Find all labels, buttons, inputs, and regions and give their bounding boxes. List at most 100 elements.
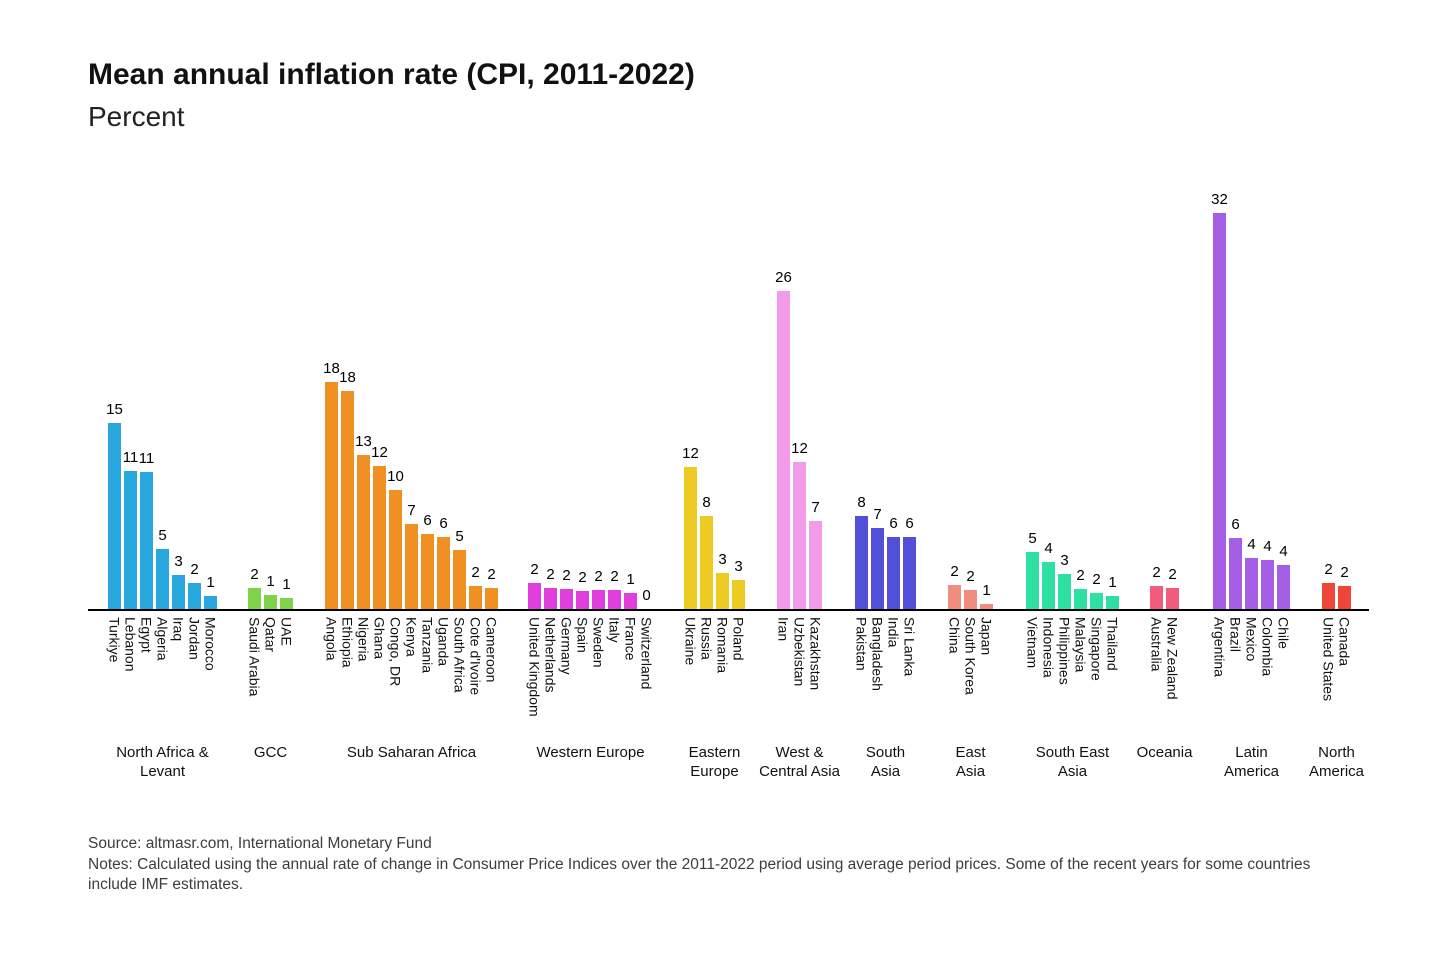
value-label-malaysia: 2 [1076,566,1085,584]
country-label-china: China [946,617,963,654]
country-label-saudi-arabia: Saudi Arabia [246,617,263,697]
value-label-australia: 2 [1152,564,1161,582]
value-label-congo-dr: 10 [387,467,404,485]
bar-kenya [405,524,418,610]
country-label-switzerland: Switzerland [638,617,655,690]
value-label-ethiopia: 18 [339,368,356,386]
bar-angola [325,381,338,610]
country-label-germany: Germany [558,617,575,675]
country-label-nigeria: Nigeria [355,617,372,662]
country-label-sri-lanka: Sri Lanka [901,617,918,677]
country-label-pakistan: Pakistan [853,617,870,671]
bar-egypt [140,472,153,610]
value-label-jordan: 2 [190,560,199,578]
value-label-india: 6 [889,514,898,532]
country-label-singapore: Singapore [1088,617,1105,681]
bar-lebanon [124,471,137,610]
country-label-iraq: Iraq [170,617,187,642]
country-label-uae: UAE [278,617,295,646]
value-label-iraq: 3 [174,553,183,571]
bar-south-africa [453,550,466,610]
region-label-north-africa-levant: North Africa & Levant [116,744,209,780]
country-label-iran: Iran [775,617,792,642]
bar-turkiye [108,422,121,610]
value-label-south-korea: 2 [966,568,975,586]
value-label-qatar: 1 [266,573,275,591]
region-label-latin-america: Latin America [1223,744,1280,780]
value-label-morocco: 1 [206,574,215,592]
bar-australia [1150,586,1163,610]
region-label-sub-saharan-africa: Sub Saharan Africa [346,744,477,761]
value-label-netherlands: 2 [546,565,555,583]
value-label-turkiye: 15 [106,400,123,418]
country-label-united-states: United States [1320,617,1337,702]
country-label-united-kingdom: United Kingdom [526,617,543,717]
chart-unit-label: Percent [88,101,185,132]
country-label-russia: Russia [698,617,715,660]
country-label-poland: Poland [730,617,747,661]
value-label-ukraine: 12 [682,445,699,463]
value-label-vietnam: 5 [1028,529,1037,547]
value-label-united-kingdom: 2 [530,560,539,578]
bar-philippines [1058,574,1071,610]
bar-cameroon [485,587,498,610]
region-label-south-east-asia: South East Asia [1035,744,1110,780]
country-label-brazil: Brazil [1227,617,1244,653]
bar-south-korea [964,590,977,610]
value-label-sri-lanka: 6 [905,514,914,532]
bar-france [624,592,637,610]
value-label-colombia: 4 [1263,538,1272,556]
bar-germany [560,588,573,610]
region-label-eastern-europe: Eastern Europe [688,744,741,780]
country-label-india: India [885,617,902,648]
value-label-chile: 4 [1279,543,1288,561]
value-label-new-zealand: 2 [1168,565,1177,583]
value-label-uae: 1 [282,575,291,593]
country-label-jordan: Jordan [186,617,203,660]
country-label-sweden: Sweden [590,617,607,668]
country-label-bangladesh: Bangladesh [869,617,886,691]
bar-tanzania [421,534,434,610]
country-label-south-africa: South Africa [451,617,468,693]
bar-thailand [1106,596,1119,610]
country-label-australia: Australia [1148,617,1165,672]
value-label-sweden: 2 [594,568,603,586]
value-label-ghana: 12 [371,444,388,462]
bar-ethiopia [341,390,354,610]
value-label-angola: 18 [323,359,340,377]
value-label-pakistan: 8 [857,493,866,511]
bar-uae [280,597,293,610]
bar-malaysia [1074,588,1087,610]
country-label-chile: Chile [1275,617,1292,649]
value-label-china: 2 [950,563,959,581]
country-label-spain: Spain [574,617,591,653]
bar-singapore [1090,592,1103,610]
region-label-west-central-asia: West & Central Asia [759,744,840,780]
value-label-lebanon: 11 [122,449,139,467]
bar-kazakhstan [809,520,822,610]
bar-italy [608,590,621,610]
value-label-cote-d-ivoire: 2 [471,564,480,582]
value-label-iran: 26 [775,269,792,287]
value-label-nigeria: 13 [355,433,372,450]
country-label-japan: Japan [978,617,995,656]
country-label-ghana: Ghana [371,617,388,660]
region-label-south-asia: South Asia [865,744,906,780]
country-label-netherlands: Netherlands [542,617,559,693]
value-label-brazil: 6 [1231,516,1240,534]
country-label-philippines: Philippines [1056,617,1073,685]
country-label-kazakhstan: Kazakhstan [807,617,824,691]
source-note: Source: altmasr.com, International Monet… [88,835,432,852]
value-label-uganda: 6 [439,514,448,532]
bar-nigeria [357,455,370,610]
value-label-indonesia: 4 [1044,539,1053,557]
country-label-congo-dr: Congo, DR [387,617,404,687]
value-label-saudi-arabia: 2 [250,565,259,583]
value-label-switzerland: 0 [642,586,651,604]
value-label-egypt: 11 [138,450,155,468]
country-label-angola: Angola [323,617,340,661]
bar-iraq [172,575,185,610]
bar-pakistan [855,515,868,610]
country-label-turkiye: Turkiye [106,617,123,663]
bar-sri-lanka [903,536,916,610]
